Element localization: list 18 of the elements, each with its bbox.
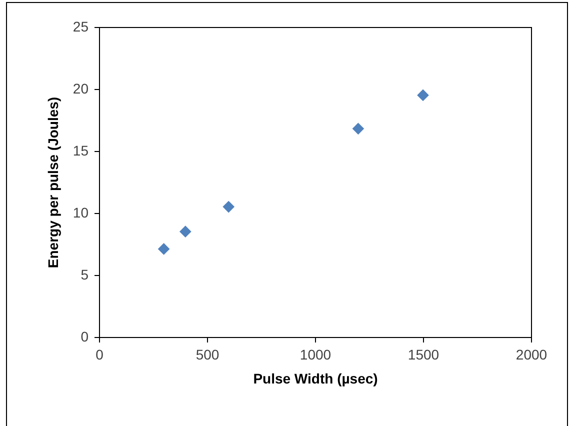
y-tick-label: 10 — [72, 204, 89, 220]
x-tick-label: 1000 — [300, 346, 332, 362]
point — [222, 200, 235, 213]
y-tick-label: 20 — [72, 80, 89, 96]
y-tick-label: 25 — [72, 18, 89, 34]
y-tick-label: 0 — [80, 328, 89, 344]
y-tick-label: 5 — [80, 266, 89, 282]
x-tick-label: 500 — [196, 346, 220, 362]
x-axis-title: Pulse Width (µsec) — [253, 370, 378, 386]
point — [158, 243, 170, 255]
point — [352, 122, 364, 135]
x-tick-label: 2000 — [516, 346, 548, 362]
x-tick-label: 0 — [96, 346, 104, 362]
y-tick-label: 15 — [72, 142, 89, 158]
point — [417, 89, 429, 102]
y-axis-title: Energy per pulse (Joules) — [44, 96, 61, 268]
x-tick-label: 1500 — [408, 346, 440, 362]
point — [179, 226, 192, 238]
